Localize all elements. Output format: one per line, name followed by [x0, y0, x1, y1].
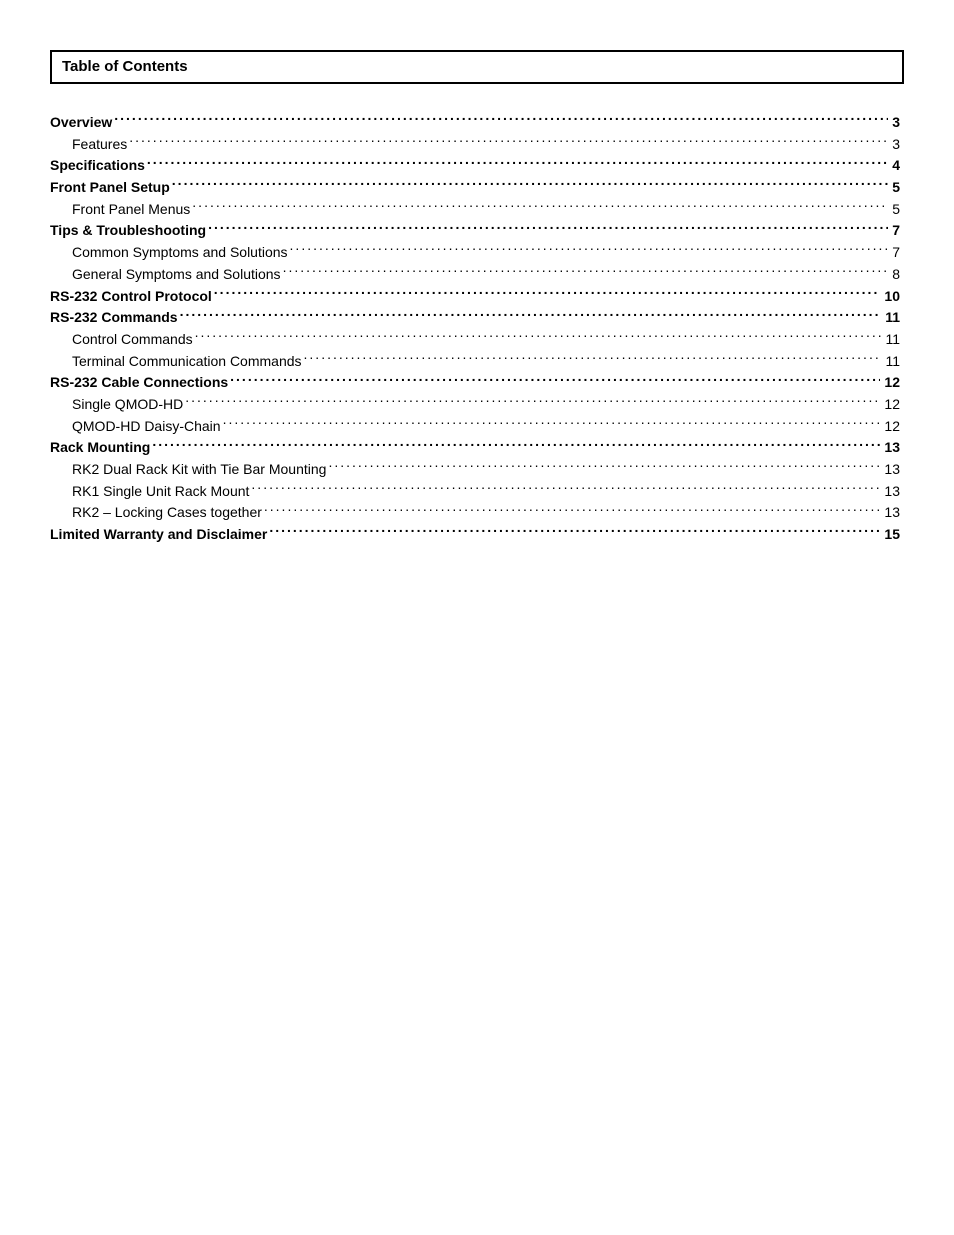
toc-entry-page: 5 [890, 177, 900, 199]
toc-entry: Terminal Communication Commands 11 [50, 351, 900, 373]
toc-entry-label: RK2 – Locking Cases together [72, 502, 262, 524]
toc-entry-leader [223, 417, 881, 431]
toc-entry-label: Front Panel Setup [50, 177, 170, 199]
toc-entry-page: 5 [890, 199, 900, 221]
toc-entry-label: Rack Mounting [50, 437, 150, 459]
toc-entry-page: 11 [883, 329, 900, 351]
toc-entry-leader [269, 525, 880, 539]
toc-entry-leader [129, 135, 888, 149]
toc-entry-leader [185, 395, 880, 409]
toc-entry-leader [214, 287, 881, 301]
toc-entry-label: General Symptoms and Solutions [72, 264, 281, 286]
toc-entry-page: 11 [883, 307, 900, 329]
toc-entry-page: 12 [882, 372, 900, 394]
toc-entry-leader [172, 178, 888, 192]
toc-entry-label: Specifications [50, 155, 145, 177]
toc-entry-label: Overview [50, 112, 112, 134]
toc-entry: Single QMOD-HD 12 [50, 394, 900, 416]
toc-entry-label: RS-232 Cable Connections [50, 372, 228, 394]
toc-entry: RK2 Dual Rack Kit with Tie Bar Mounting 1… [50, 459, 900, 481]
toc-entry-leader [264, 503, 881, 517]
toc-entry-page: 8 [890, 264, 900, 286]
toc-entry-label: Features [72, 134, 127, 156]
toc-entry-label: Front Panel Menus [72, 199, 190, 221]
toc-entry-page: 3 [890, 134, 900, 156]
toc-entry-page: 15 [882, 524, 900, 546]
toc-entry: Rack Mounting 13 [50, 437, 900, 459]
toc-entry-page: 11 [883, 351, 900, 373]
page-container: Table of Contents Overview3Features3Spec… [0, 0, 954, 546]
toc-entry-page: 13 [882, 502, 900, 524]
toc-entry: RK1 Single Unit Rack Mount 13 [50, 481, 900, 503]
toc-entry-label: Common Symptoms and Solutions [72, 242, 288, 264]
toc-entry-page: 13 [882, 481, 900, 503]
toc-entry-leader [152, 438, 880, 452]
toc-entry-page: 12 [882, 394, 900, 416]
toc-entry: Overview 3 [50, 112, 900, 134]
toc-entry-leader [180, 308, 882, 322]
toc-entry-label: RK2 Dual Rack Kit with Tie Bar Mounting [72, 459, 326, 481]
toc-entry: Common Symptoms and Solutions 7 [50, 242, 900, 264]
toc-entry: Limited Warranty and Disclaimer 15 [50, 524, 900, 546]
toc-entry-page: 4 [890, 155, 900, 177]
toc-entry-label: Tips & Troubleshooting [50, 220, 206, 242]
toc-entry: Control Commands 11 [50, 329, 900, 351]
toc-entry-leader [328, 460, 880, 474]
toc-entry-label: RS-232 Commands [50, 307, 178, 329]
toc-entry-page: 10 [882, 286, 900, 308]
toc-header-title: Table of Contents [62, 58, 188, 75]
toc-entry-leader [195, 330, 882, 344]
toc-entry: RS-232 Commands 11 [50, 307, 900, 329]
toc-entry-leader [114, 113, 888, 127]
toc-entry-leader [251, 482, 880, 496]
toc-entry: General Symptoms and Solutions 8 [50, 264, 900, 286]
toc-entry-leader [283, 265, 889, 279]
toc-entry-leader [304, 352, 882, 366]
toc-entry-leader [147, 156, 888, 170]
toc-entry-leader [230, 373, 880, 387]
toc-entry-leader [208, 221, 888, 235]
toc-entry: RS-232 Control Protocol 10 [50, 286, 900, 308]
toc-entry-label: RK1 Single Unit Rack Mount [72, 481, 249, 503]
toc-entry: QMOD-HD Daisy-Chain 12 [50, 416, 900, 438]
toc-entry: RS-232 Cable Connections 12 [50, 372, 900, 394]
toc-entry: RK2 – Locking Cases together 13 [50, 502, 900, 524]
toc-entry-label: Limited Warranty and Disclaimer [50, 524, 267, 546]
toc-header-box: Table of Contents [50, 50, 904, 84]
toc-entry-label: Single QMOD-HD [72, 394, 183, 416]
toc-entry-label: Terminal Communication Commands [72, 351, 302, 373]
toc-entry-label: Control Commands [72, 329, 193, 351]
toc-entry-page: 13 [882, 437, 900, 459]
toc-entry: Specifications 4 [50, 155, 900, 177]
toc-entry: Features 3 [50, 134, 900, 156]
toc-entry-page: 7 [890, 220, 900, 242]
toc-entry-leader [290, 243, 889, 257]
toc-entry: Front Panel Setup 5 [50, 177, 900, 199]
toc-entry-page: 13 [882, 459, 900, 481]
toc-entry: Front Panel Menus 5 [50, 199, 900, 221]
toc-entry-leader [192, 200, 888, 214]
toc-entry-page: 3 [890, 112, 900, 134]
toc-entry-page: 7 [890, 242, 900, 264]
toc-list: Overview3Features3Specifications4Front P… [50, 112, 904, 546]
toc-entry: Tips & Troubleshooting 7 [50, 220, 900, 242]
toc-entry-page: 12 [882, 416, 900, 438]
toc-entry-label: QMOD-HD Daisy-Chain [72, 416, 221, 438]
toc-entry-label: RS-232 Control Protocol [50, 286, 212, 308]
